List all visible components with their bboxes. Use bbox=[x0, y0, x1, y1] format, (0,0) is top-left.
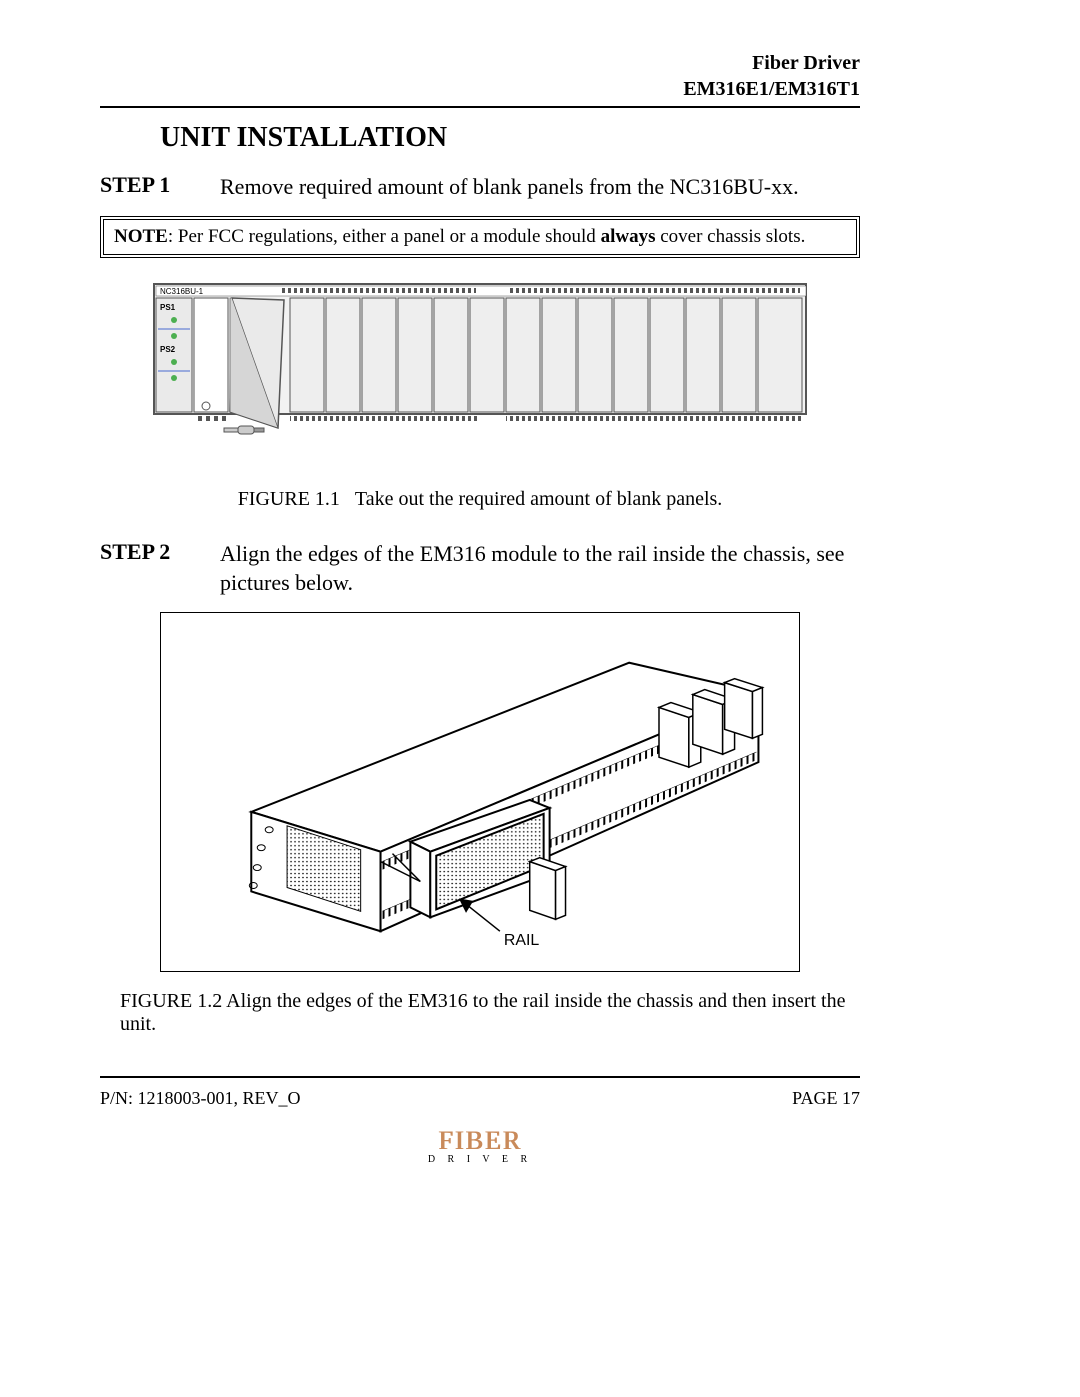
note-body-b: cover chassis slots. bbox=[655, 226, 805, 247]
footer-right: PAGE 17 bbox=[792, 1088, 860, 1109]
logo-bottom: D R I V E R bbox=[428, 1154, 532, 1165]
psu1-label: PS1 bbox=[160, 303, 176, 312]
note-body-bold: always bbox=[601, 226, 656, 247]
step-2: STEP 2 Align the edges of the EM316 modu… bbox=[100, 539, 860, 598]
rail-label: RAIL bbox=[504, 932, 540, 949]
figure-1-label: FIGURE 1.1 bbox=[238, 488, 340, 510]
figure-1-diagram: NC316BU-1 PS1 PS2 bbox=[150, 280, 810, 470]
footer-logo: FIBER D R I V E R bbox=[428, 1126, 532, 1165]
note-body-a: : Per FCC regulations, either a panel or… bbox=[168, 226, 601, 247]
logo-top: FIBER bbox=[428, 1126, 532, 1156]
figure-2-diagram: RAIL bbox=[160, 612, 800, 972]
footer-rule bbox=[100, 1076, 860, 1078]
step-1-text: Remove required amount of blank panels f… bbox=[220, 172, 860, 202]
step-2-text: Align the edges of the EM316 module to t… bbox=[220, 539, 860, 598]
header-line1: Fiber Driver bbox=[100, 50, 860, 76]
figure-1-text: Take out the required amount of blank pa… bbox=[355, 488, 722, 510]
step-1-label: STEP 1 bbox=[100, 172, 220, 198]
step-1: STEP 1 Remove required amount of blank p… bbox=[100, 172, 860, 202]
step-2-label: STEP 2 bbox=[100, 539, 220, 565]
note-box: NOTE: Per FCC regulations, either a pane… bbox=[100, 216, 860, 258]
note-prefix: NOTE bbox=[114, 226, 168, 247]
page-title: UNIT INSTALLATION bbox=[160, 122, 860, 154]
figure-2-text: Align the edges of the EM316 to the rail… bbox=[120, 990, 845, 1035]
figure-2-label: FIGURE 1.2 bbox=[120, 990, 222, 1012]
psu2-label: PS2 bbox=[160, 345, 176, 354]
header-rule bbox=[100, 106, 860, 108]
footer-left: P/N: 1218003-001, REV_O bbox=[100, 1088, 301, 1109]
header-line2: EM316E1/EM316T1 bbox=[100, 76, 860, 102]
chassis-model: NC316BU-1 bbox=[160, 287, 204, 296]
figure-2-caption: FIGURE 1.2 Align the edges of the EM316 … bbox=[120, 990, 860, 1036]
footer: P/N: 1218003-001, REV_O PAGE 17 FIBER D … bbox=[100, 1088, 860, 1109]
figure-1-caption: FIGURE 1.1 Take out the required amount … bbox=[100, 488, 860, 511]
